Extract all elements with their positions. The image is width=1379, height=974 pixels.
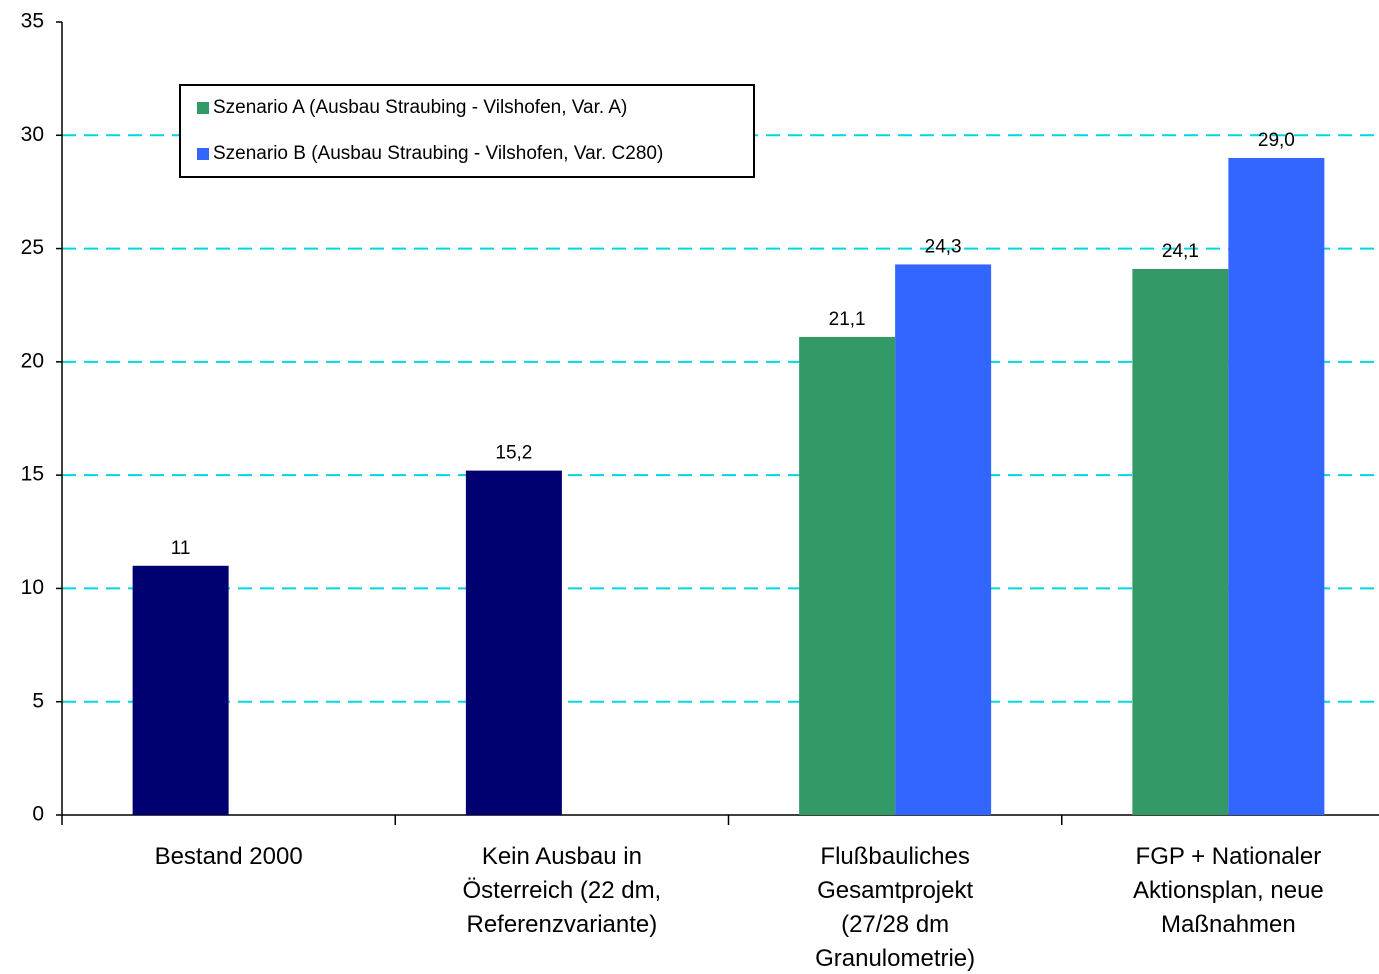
value-label: 24,3 (925, 236, 962, 257)
bar (1132, 268, 1229, 815)
legend-swatch (197, 102, 209, 114)
y-tick-label: 35 (21, 10, 44, 33)
x-tick-label-line: Granulometrie) (815, 945, 975, 972)
value-label: 29,0 (1258, 130, 1295, 151)
legend-label: Szenario A (Ausbau Straubing - Vilshofen… (213, 97, 627, 118)
x-tick-label: Flußbauliches Gesamtprojekt (27/28 dm Granu… (815, 843, 975, 972)
x-tick-label-line: (27/28 dm (841, 911, 949, 938)
legend-swatch (197, 148, 209, 160)
y-tick-label: 30 (21, 123, 44, 146)
x-tick-label: Kein Ausbau in Österreich (22 dm, Referenz… (463, 843, 662, 938)
x-tick-label: Bestand 2000 (155, 843, 303, 870)
y-tick-label: 5 (32, 689, 44, 712)
legend-label: Szenario B (Ausbau Straubing - Vilshofen… (213, 143, 663, 164)
bar (895, 264, 992, 816)
y-tick-label: 20 (21, 349, 44, 372)
x-tick-label-line: Referenzvariante) (466, 911, 657, 938)
bar (799, 336, 896, 815)
x-tick-label: FGP + Nationaler Aktionsplan, neue Maßnahm… (1133, 843, 1324, 938)
x-tick-label-line: Aktionsplan, neue (1133, 877, 1324, 904)
bar (1228, 157, 1325, 815)
value-label: 15,2 (495, 443, 532, 464)
x-tick-label-line: Maßnahmen (1161, 911, 1296, 938)
value-label: 11 (171, 538, 191, 559)
x-tick-label-line: FGP + Nationaler (1136, 843, 1322, 870)
y-tick-label: 15 (21, 463, 44, 486)
y-tick-label: 10 (21, 576, 44, 599)
x-tick-label-line: Kein Ausbau in (482, 843, 642, 870)
value-label: 24,1 (1162, 241, 1199, 262)
legend-box (179, 84, 755, 178)
x-tick-label-line: Bestand 2000 (155, 843, 303, 870)
bar (465, 470, 562, 815)
y-tick-label: 0 (32, 803, 44, 826)
x-tick-label-line: Flußbauliches (820, 843, 969, 870)
value-label: 21,1 (829, 309, 866, 330)
bar (132, 565, 229, 815)
x-tick-label-line: Österreich (22 dm, (463, 877, 662, 904)
y-tick-label: 25 (21, 236, 44, 259)
x-tick-label-line: Gesamtprojekt (817, 877, 973, 904)
